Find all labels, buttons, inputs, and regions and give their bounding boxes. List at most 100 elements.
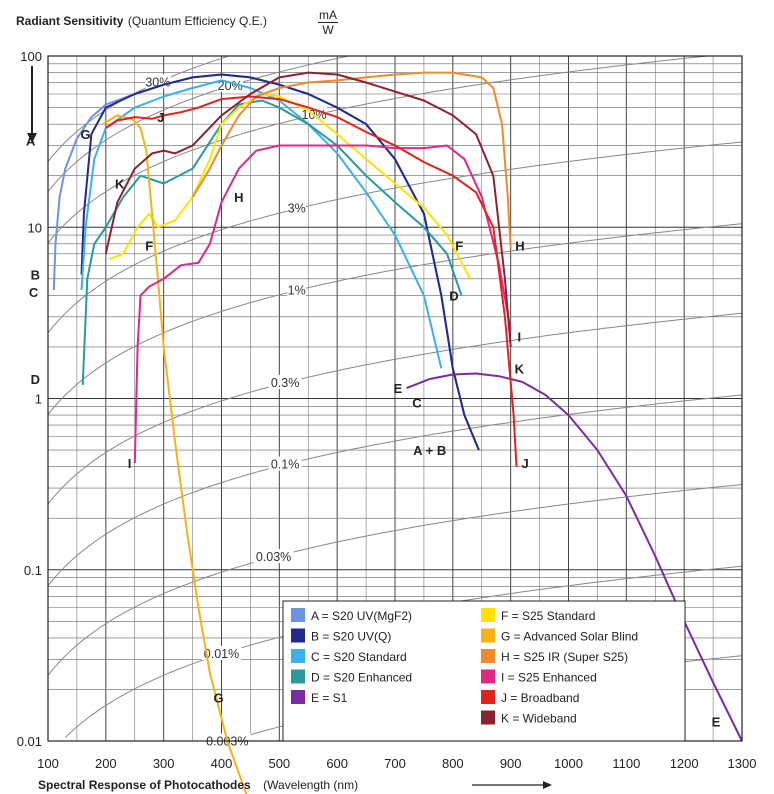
qe-curve [47, 55, 708, 244]
legend-entry: G = Advanced Solar Blind [501, 630, 638, 644]
x-tick-label: 400 [211, 756, 233, 771]
xlabel-bold-text: Spectral Response of Photocathodes [38, 778, 251, 792]
x-tick-label: 100 [37, 756, 59, 771]
y-tick-label: 100 [20, 49, 42, 64]
curve-letter-label: G [81, 127, 91, 142]
x-arrow-icon [472, 781, 552, 789]
curve-letter-label: I [128, 456, 132, 471]
series-d-line [81, 99, 463, 385]
y-tick-label: 1 [35, 392, 42, 407]
x-tick-label: 1000 [554, 756, 583, 771]
curve-letter-label: G [214, 690, 224, 705]
data-series [52, 71, 743, 794]
legend-entry: K = Wideband [501, 712, 577, 726]
qe-label-bg [201, 645, 242, 660]
unit-numerator: mA [318, 8, 338, 23]
title-normal-text: (Quantum Efficiency Q.E.) [127, 14, 267, 28]
legend-entry: A = S20 UV(MgF2) [311, 609, 412, 623]
qe-curve [47, 223, 743, 415]
series-g-line [102, 114, 248, 794]
legend-swatch [481, 710, 495, 725]
qe-label-bg [268, 374, 302, 389]
qe-label: 0.01% [204, 647, 239, 661]
y-arrow-icon [27, 66, 37, 143]
legend-swatch [481, 669, 495, 684]
curve-letter-label: J [157, 110, 164, 125]
curve-letter-label: C [29, 285, 39, 300]
legend-entry: E = S1 [311, 691, 348, 705]
series-j-line [105, 95, 518, 467]
curve-letter-label: J [522, 456, 529, 471]
x-tick-label: 700 [384, 756, 406, 771]
legend-entry: B = S20 UV(Q) [311, 630, 391, 644]
x-tick-label: 1100 [612, 756, 640, 771]
curve-letter-label: F [455, 239, 463, 254]
legend-swatch [291, 649, 305, 663]
x-tick-label: 900 [500, 756, 522, 771]
qe-label: 30% [145, 75, 170, 89]
qe-label-bg [287, 200, 306, 215]
legend-swatch [481, 649, 495, 663]
qe-label: 1% [288, 283, 306, 297]
unit-denominator: W [322, 23, 334, 37]
legend-swatch [291, 690, 305, 704]
series-h-line [191, 71, 512, 249]
qe-label: 0.1% [271, 458, 300, 472]
qe-label: 20% [218, 79, 243, 93]
axis-ticks: 100 200 300 400 500 600 700 800 900 1000 1100 1200 1… [17, 49, 757, 771]
qe-curve [47, 141, 743, 334]
series-k-line [104, 71, 512, 347]
y-tick-label: 0.1 [24, 563, 42, 578]
legend-entry: H = S25 IR (Super S25) [501, 650, 628, 664]
series-a-line [52, 73, 480, 451]
qe-label: 0.03% [256, 550, 291, 564]
qe-label-bg [268, 456, 302, 471]
y-tick-label: 10 [28, 220, 42, 235]
qe-label-bg [287, 282, 306, 297]
qe-label: 0.3% [271, 376, 300, 390]
curve-letter-label: I [518, 330, 522, 345]
legend-swatch [481, 690, 495, 704]
series-i-line [133, 144, 512, 464]
chart-title: Radiant Sensitivity (Quantum Efficiency … [16, 12, 267, 30]
curve-letter-label: E [712, 714, 721, 729]
legend: A = S20 UV(MgF2) B = S20 UV(Q) C = S20 Sta… [282, 600, 686, 742]
series-f-line [108, 93, 472, 280]
legend-swatch [291, 628, 305, 643]
x-tick-label: 800 [442, 756, 464, 771]
legend-swatch [291, 608, 305, 622]
legend-swatch [291, 669, 305, 684]
legend-swatch [481, 628, 495, 643]
qe-label-bg [253, 549, 294, 564]
legend-entry: F = S25 Standard [501, 609, 595, 623]
curve-letter-label: H [515, 239, 524, 254]
legend-entry: J = Broadband [501, 691, 579, 705]
curve-letter-label: C [412, 395, 422, 410]
y-tick-label: 0.01 [17, 734, 42, 749]
series-c-line [80, 79, 443, 369]
legend-entry: I = S25 Enhanced [501, 671, 597, 685]
x-tick-label: 200 [95, 756, 117, 771]
xlabel-normal-text: (Wavelength (nm) [263, 778, 359, 792]
x-tick-label: 600 [326, 756, 348, 771]
qe-curve [47, 394, 743, 587]
legend-swatch [481, 608, 495, 622]
qe-curve [47, 312, 743, 505]
qe-label: 3% [288, 202, 306, 216]
curve-letter-label: A [26, 134, 36, 149]
x-tick-label: 500 [268, 756, 290, 771]
curve-letter-label: H [234, 190, 243, 205]
qe-curve [47, 55, 349, 193]
curve-letter-label: A + B [413, 443, 446, 458]
series-b-line [80, 73, 480, 451]
curve-letter-label: F [145, 239, 153, 254]
legend-entry: C = S20 Standard [311, 650, 407, 664]
curve-letter-label: K [115, 177, 125, 192]
curve-letter-label: K [515, 361, 525, 376]
curve-letter-label: D [31, 372, 40, 387]
x-tick-label: 1200 [670, 756, 699, 771]
legend-entry: D = S20 Enhanced [311, 671, 412, 685]
qe-curve [47, 56, 228, 162]
